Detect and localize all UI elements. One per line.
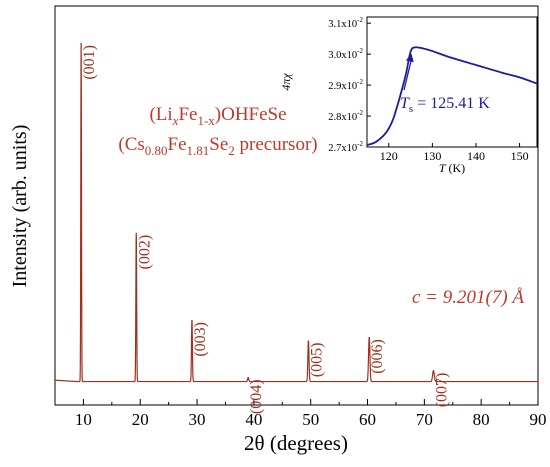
inset-x-axis: 120 130 140 150 <box>380 143 529 163</box>
main-x-tick-label: 30 <box>189 410 206 429</box>
susceptibility-curve <box>366 46 538 146</box>
main-x-tick-label: 20 <box>132 410 149 429</box>
main-y-axis-label: Intensity (arb. units) <box>9 125 31 288</box>
peak-label: (006) <box>369 339 386 374</box>
inset-y-tick-label: 2.7x10-2 <box>328 140 363 154</box>
inset-y-tick-label: 2.9x10-2 <box>328 78 363 92</box>
main-plot-frame <box>54 5 539 406</box>
transition-temperature: Ts = 125.41 K <box>400 95 490 115</box>
main-chart: 10 20 30 40 50 60 70 80 90 (001)(002)(003)(004)(… <box>9 5 547 455</box>
inset-y-axis: 2.7x10-2 2.8x10-2 2.9x10-2 3.0x10-2 3.1x10-2 <box>328 16 371 154</box>
main-x-tick-label: 50 <box>302 410 319 429</box>
inset-chart: 120 130 140 150 2.7x10-2 2.8x10-2 2.9x10-2 3.0… <box>279 16 538 175</box>
inset-x-tick-label: 150 <box>511 149 529 163</box>
inset-x-tick-label: 140 <box>467 149 485 163</box>
compound-formula: (LixFe1-x)OHFeSe <box>149 104 286 128</box>
precursor-formula: (Cs0.80Fe1.81Se2 precursor) <box>118 134 317 158</box>
inset-x-tick-label: 130 <box>423 149 441 163</box>
inset-y-tick-label: 3.0x10-2 <box>328 47 363 61</box>
inset-x-axis-label: T (K) <box>439 161 465 175</box>
main-x-axis: 10 20 30 40 50 60 70 80 90 <box>54 399 547 429</box>
peak-label: (007) <box>433 373 450 408</box>
main-x-tick-label: 80 <box>473 410 490 429</box>
main-x-tick-label: 70 <box>416 410 433 429</box>
xrd-pattern-line <box>54 42 538 383</box>
lattice-parameter: c = 9.201(7) Å <box>412 287 524 308</box>
peak-labels: (001) (002) (003) (004) (005) (006) (007) <box>81 45 450 414</box>
main-x-tick-label: 60 <box>359 410 376 429</box>
peak-label: (004) <box>248 379 265 414</box>
inset-y-axis-label: 4πχ <box>279 73 293 91</box>
peak-label: (001) <box>81 45 98 80</box>
main-x-tick-label: 90 <box>530 410 547 429</box>
peak-label: (002) <box>136 235 153 270</box>
transition-arrow <box>403 59 413 91</box>
inset-y-tick-label: 2.8x10-2 <box>328 109 363 123</box>
transition-arrowhead <box>405 53 414 63</box>
main-x-axis-label: 2θ (degrees) <box>244 431 348 455</box>
inset-plot-frame <box>366 16 538 148</box>
main-x-tick-label: 40 <box>245 410 262 429</box>
main-x-tick-label: 10 <box>75 410 92 429</box>
peak-label: (005) <box>308 343 325 378</box>
inset-x-tick-label: 120 <box>380 149 398 163</box>
peak-label: (003) <box>192 322 209 357</box>
inset-y-tick-label: 3.1x10-2 <box>328 16 363 30</box>
